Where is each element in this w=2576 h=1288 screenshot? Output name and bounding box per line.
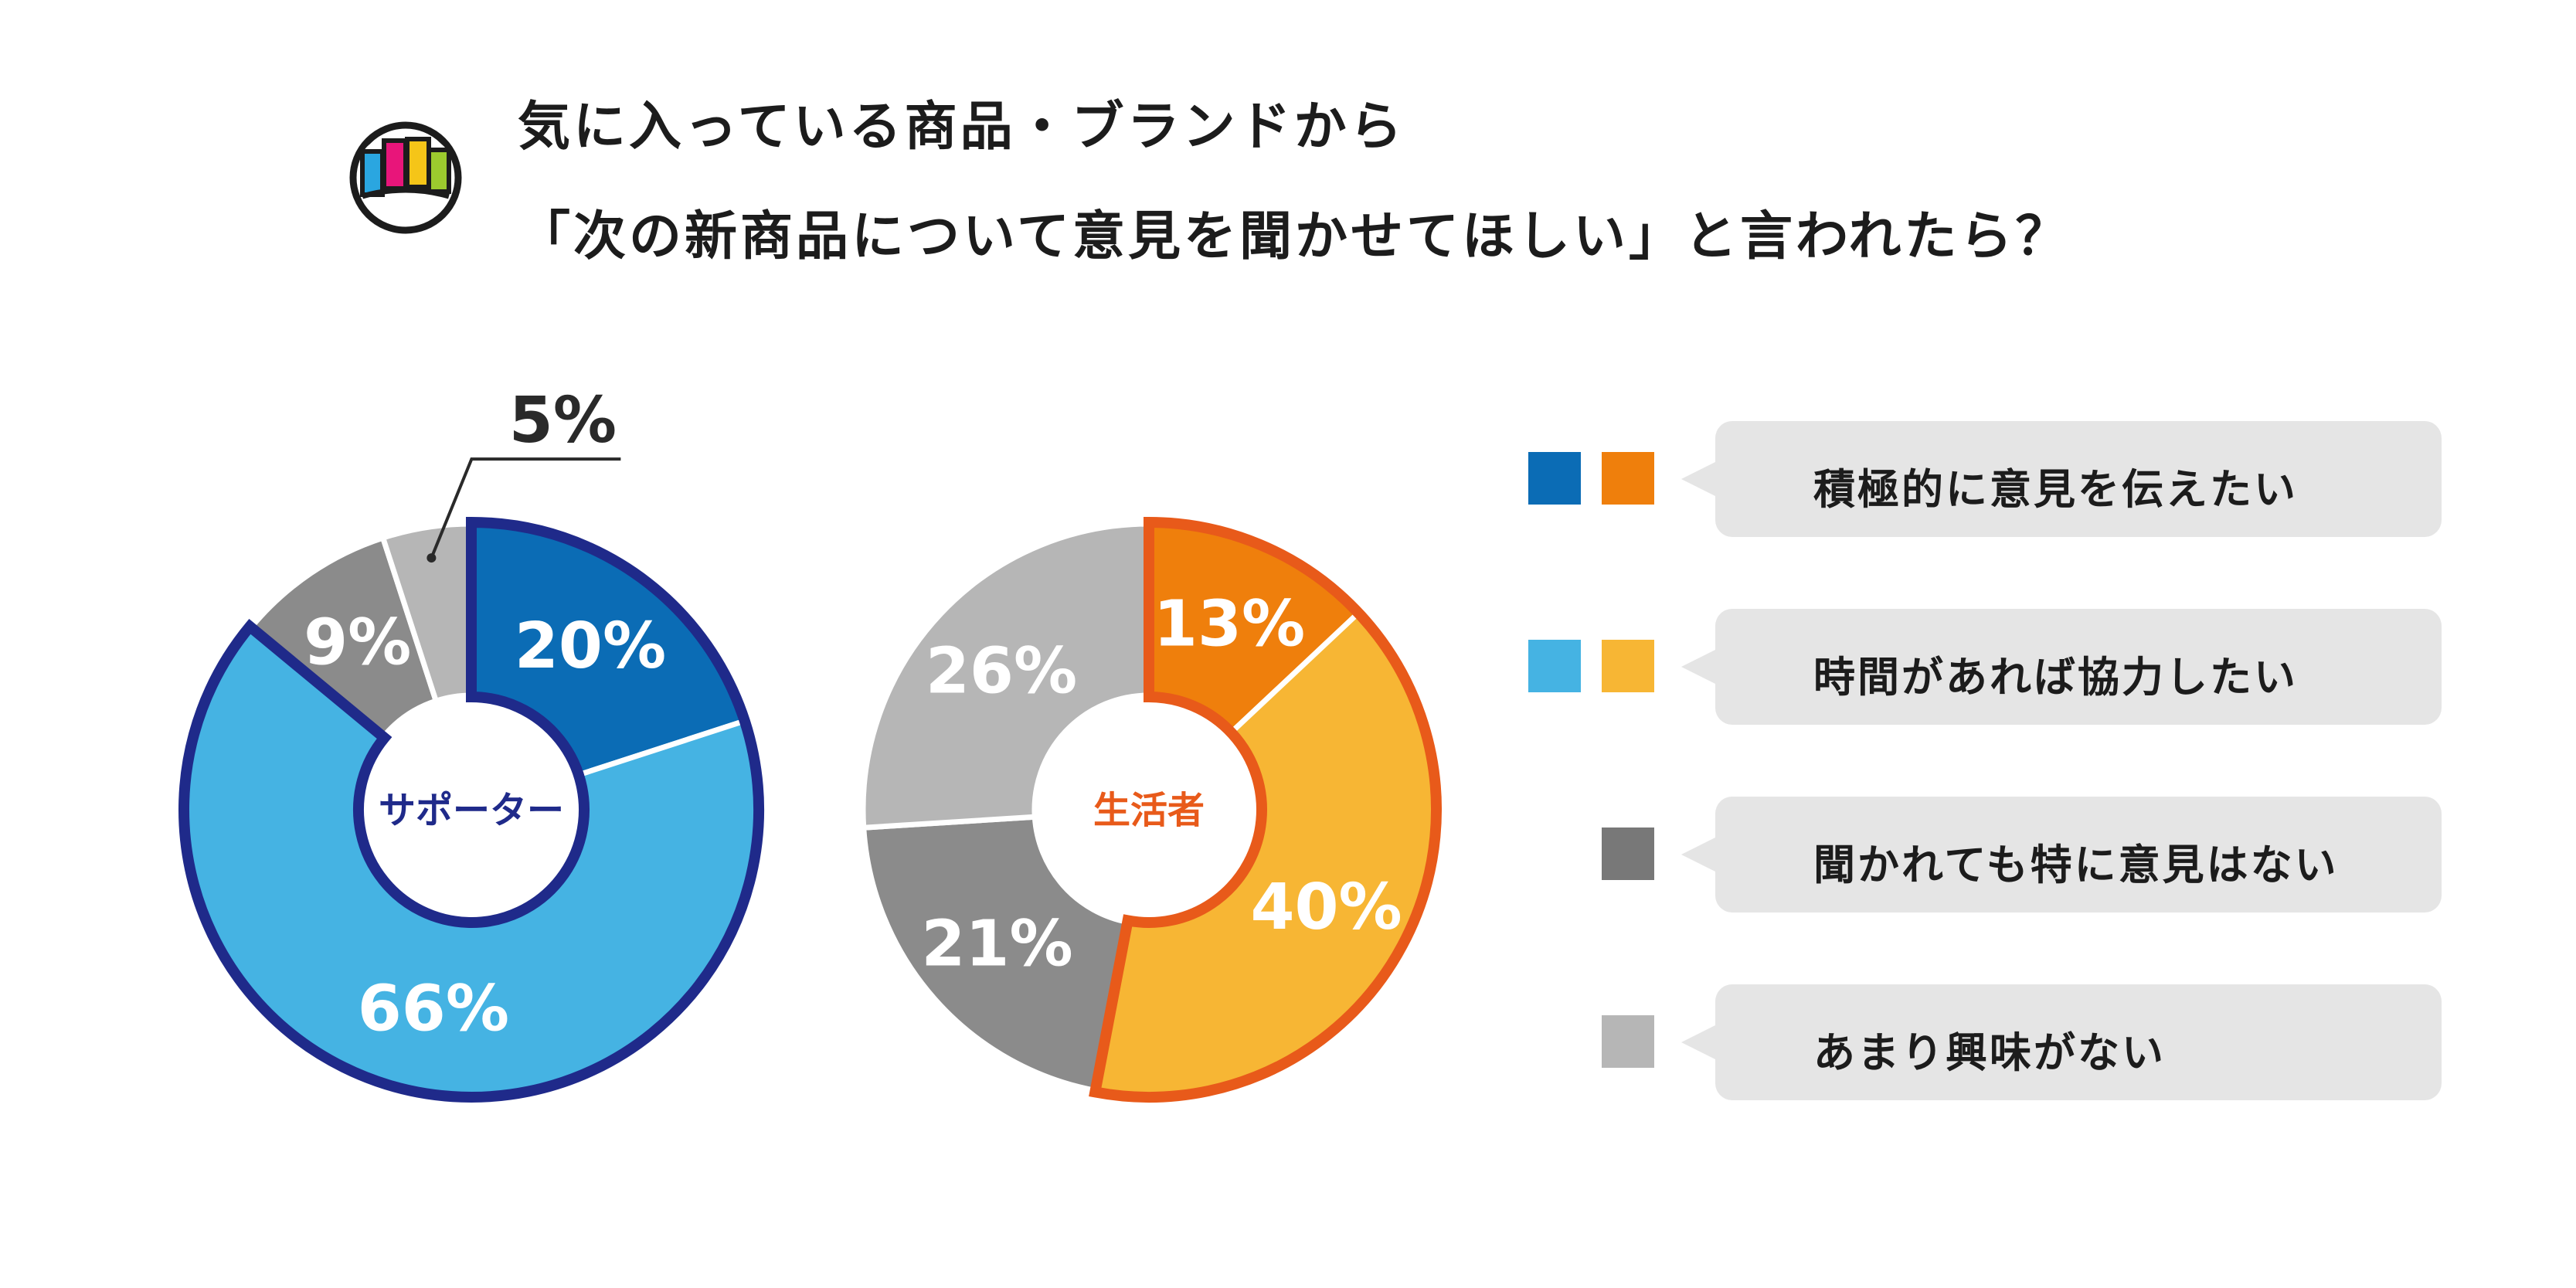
highlight-outline bbox=[1089, 516, 1442, 1103]
legend-label: 積極的に意見を伝えたい bbox=[1813, 465, 2298, 514]
legend-label: 聞かれても特に意見はない bbox=[1813, 841, 2339, 889]
legend-swatch bbox=[1528, 452, 1581, 505]
legend-swatch bbox=[1528, 640, 1581, 692]
legend-swatch bbox=[1602, 1015, 1654, 1068]
legend-label-bubble: 時間があれば協力したい bbox=[1681, 609, 2442, 725]
legend-item: 時間があれば協力したい bbox=[0, 609, 2576, 725]
donut-slice bbox=[861, 814, 1131, 1094]
legend-swatch bbox=[1602, 452, 1654, 505]
legend-swatch bbox=[1602, 640, 1654, 692]
data-label: 5% bbox=[509, 384, 617, 457]
brand-logo-icon bbox=[349, 121, 462, 234]
legend-label-bubble: 積極的に意見を伝えたい bbox=[1681, 421, 2442, 537]
legend-item: 積極的に意見を伝えたい bbox=[0, 421, 2576, 537]
donut-chart-1: 20% 66% 9% 5% サポーター bbox=[178, 384, 764, 1103]
donut-slice bbox=[860, 521, 1152, 831]
page-title-line-2: 「次の新商品について意見を聞かせてほしい」と言われたら？ bbox=[518, 206, 2071, 267]
data-label: 20% bbox=[515, 610, 666, 683]
data-label: 40% bbox=[1250, 871, 1402, 944]
page-title-line-1: 気に入っている商品・ブランドから bbox=[518, 97, 1405, 158]
legend-label-bubble: あまり興味がない bbox=[1681, 984, 2442, 1100]
data-label: 66% bbox=[358, 972, 509, 1045]
callout-line bbox=[430, 457, 621, 559]
highlight-outline bbox=[178, 516, 764, 1103]
center-label: 生活者 bbox=[1093, 789, 1205, 832]
legend-item: 聞かれても特に意見はない bbox=[0, 797, 2576, 912]
data-label: 21% bbox=[921, 907, 1072, 980]
legend-swatch bbox=[1602, 828, 1654, 880]
data-label: 26% bbox=[926, 635, 1077, 709]
legend-item: あまり興味がない bbox=[0, 984, 2576, 1100]
data-label: 13% bbox=[1154, 588, 1305, 661]
center-label: サポーター bbox=[379, 789, 564, 832]
legend-label: あまり興味がない bbox=[1813, 1028, 2166, 1077]
donut-chart-2: 13% 40% 21% 26% 生活者 bbox=[860, 516, 1442, 1103]
legend-label: 時間があれば協力したい bbox=[1813, 653, 2298, 702]
data-label: 9% bbox=[304, 606, 411, 679]
donut-slice bbox=[246, 534, 440, 741]
legend-label-bubble: 聞かれても特に意見はない bbox=[1681, 797, 2442, 912]
